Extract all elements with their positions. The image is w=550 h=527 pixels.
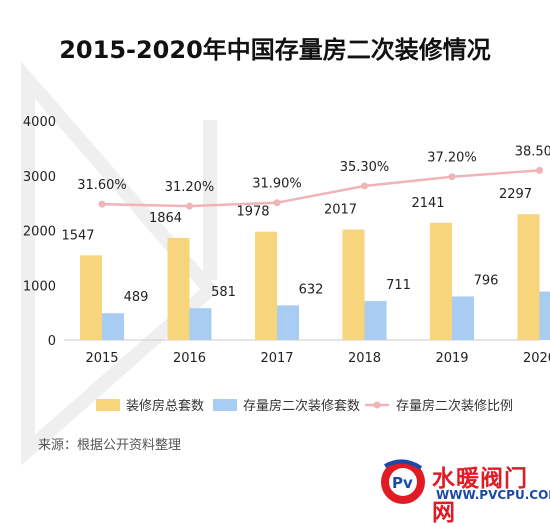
x-tick-label: 2019 [435, 351, 468, 366]
y-tick-label: 0 [48, 334, 56, 349]
bar-total-2018 [343, 230, 365, 340]
x-tick-label: 2018 [348, 351, 381, 366]
data-label-total: 2017 [324, 203, 357, 218]
ratio-point [449, 173, 456, 180]
x-tick-label: 2015 [85, 351, 118, 366]
bar-second-2020 [540, 292, 550, 340]
y-tick-label: 1000 [23, 279, 56, 294]
data-label-total: 1978 [236, 205, 269, 220]
bar-total-2019 [430, 223, 452, 340]
bar-total-2020 [518, 214, 540, 340]
legend: 装修房总套数 存量房二次装修套数 存量房二次装修比例 [96, 398, 513, 414]
ratio-point [536, 167, 543, 174]
ratio-point [361, 183, 368, 190]
data-label-second: 796 [474, 273, 499, 288]
data-label-second: 711 [386, 278, 411, 293]
data-label-second: 632 [299, 282, 324, 297]
bar-second-2019 [452, 296, 474, 340]
data-label-ratio: 38.50% [515, 144, 550, 159]
brand-url: WWW.PVCPU.COM [436, 488, 550, 502]
data-label-ratio: 37.20% [427, 151, 477, 166]
data-label-ratio: 31.60% [77, 178, 127, 193]
y-tick-label: 2000 [23, 225, 56, 240]
bar-total-2016 [168, 238, 190, 340]
legend-swatch-total [96, 399, 120, 411]
x-tick-label: 2020 [523, 351, 550, 366]
data-label-second: 581 [211, 285, 236, 300]
bar-second-2015 [102, 313, 124, 340]
legend-marker-ratio [374, 402, 381, 409]
data-label-ratio: 31.20% [165, 180, 215, 195]
bar-total-2015 [80, 255, 102, 340]
bar-second-2017 [277, 305, 299, 340]
data-label-second: 489 [124, 290, 149, 305]
data-label-ratio: 35.30% [340, 160, 390, 175]
ratio-point [99, 201, 106, 208]
x-tick-label: 2017 [260, 351, 293, 366]
y-tick-label: 4000 [23, 115, 56, 130]
data-label-total: 2141 [411, 196, 444, 211]
legend-label-total: 装修房总套数 [126, 398, 204, 414]
y-tick-label: 3000 [23, 170, 56, 185]
ratio-point [186, 203, 193, 210]
data-label-total: 1547 [61, 228, 94, 243]
x-tick-label: 2016 [173, 351, 206, 366]
bar-second-2016 [190, 308, 212, 340]
bar-second-2018 [365, 301, 387, 340]
source-note: 来源：根据公开资料整理 [38, 434, 181, 453]
data-label-total: 2297 [499, 187, 532, 202]
data-label-ratio: 31.90% [252, 177, 302, 192]
legend-label-second: 存量房二次装修套数 [243, 398, 360, 414]
bar-total-2017 [255, 232, 277, 340]
data-label-total: 1864 [149, 211, 182, 226]
legend-label-ratio: 存量房二次装修比例 [396, 398, 513, 414]
legend-swatch-second [213, 399, 237, 411]
data-label-group: 1547489186458119786322017711214179622978… [61, 144, 550, 305]
logo-letter: Pv [392, 474, 413, 492]
ratio-point [274, 199, 281, 206]
